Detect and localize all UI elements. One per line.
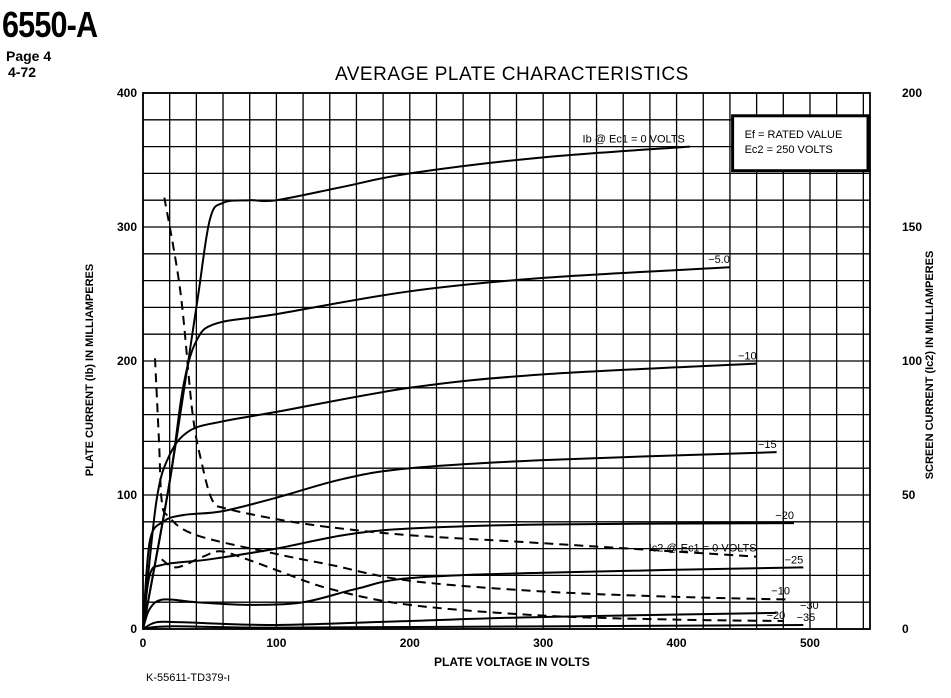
y-tick-label: 400 (117, 86, 137, 100)
x-tick-label: 300 (533, 636, 553, 650)
curve-label: −25 (785, 554, 804, 566)
plot-frame (142, 92, 871, 630)
curve-ib-ec1-30 (142, 611, 777, 630)
curve-label: Ic2 @ Ec1 = 0 VOLTS (649, 543, 757, 555)
conditions-box (731, 114, 870, 173)
x-tick-label: 500 (800, 636, 820, 650)
curve-label: −35 (797, 612, 816, 624)
curve-ic2-ec1-10 (154, 358, 790, 601)
y2-tick-label: 50 (902, 488, 916, 502)
tube-model-heading: 6550-A (2, 4, 98, 45)
curve-label: −10 (771, 586, 790, 598)
y2-tick-label: 200 (902, 86, 922, 100)
y-tick-label: 200 (117, 354, 137, 368)
page-number: Page 4 (6, 48, 52, 64)
curve-label: −10 (738, 351, 757, 363)
curve-ic2-ec1-20 (161, 550, 784, 622)
drawing-code: K-55611-TD379-ı (146, 672, 231, 684)
y2-tick-label: 150 (902, 220, 922, 234)
y2-tick-label: 100 (902, 354, 922, 368)
revision-date: 4-72 (8, 64, 37, 80)
x-tick-label: 200 (400, 636, 420, 650)
curve-label: −30 (800, 600, 819, 612)
curve-ib-ec1-0-volts (142, 145, 690, 630)
curve-ib-ec1-25 (142, 566, 804, 630)
x-tick-label: 100 (266, 636, 286, 650)
curve-label: −20 (775, 510, 794, 522)
curve-ib-ec1-10 (142, 362, 757, 630)
curve-ib-ec1-20 (142, 522, 794, 630)
conditions-text: Ef = RATED VALUE (745, 129, 843, 141)
curve-label: −20 (767, 610, 786, 622)
curve-ib-ec1-35 (142, 623, 804, 630)
curve-ib-ec1-15 (142, 451, 777, 630)
y-tick-label: 300 (117, 220, 137, 234)
conditions-text: Ec2 = 250 VOLTS (745, 144, 833, 156)
curve-label: −15 (758, 439, 777, 451)
curve-ic2-ec1-0-volts (163, 197, 757, 558)
x-axis-label: PLATE VOLTAGE IN VOLTS (434, 655, 590, 669)
y2-tick-label: 0 (902, 622, 909, 636)
chart-title: AVERAGE PLATE CHARACTERISTICS (335, 64, 689, 85)
y-tick-label: 100 (117, 488, 137, 502)
x-tick-label: 0 (140, 636, 147, 650)
x-tick-label: 400 (667, 636, 687, 650)
curve-label: Ib @ Ec1 = 0 VOLTS (583, 134, 685, 146)
y-tick-label: 0 (130, 622, 137, 636)
curve-ib-ec1-5-0 (142, 266, 730, 630)
curve-label: −5.0 (708, 254, 730, 266)
